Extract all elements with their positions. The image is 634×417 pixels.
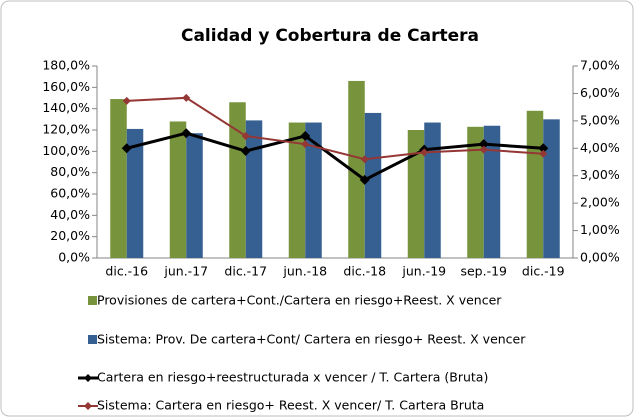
y2-tick-label: 1,00% xyxy=(580,222,620,237)
bar xyxy=(288,122,306,259)
line-marker xyxy=(241,131,250,140)
y-tick-label: 120,0% xyxy=(42,122,90,137)
legend-marker xyxy=(84,374,92,382)
y2-tick-label: 2,00% xyxy=(580,195,620,210)
x-tick-label: dic.-19 xyxy=(522,264,565,279)
bar xyxy=(126,128,144,258)
y2-tick-label: 5,00% xyxy=(580,112,620,127)
legend-swatch xyxy=(88,335,97,344)
legend-marker xyxy=(84,402,92,410)
y2-tick-label: 0,00% xyxy=(580,250,620,265)
line-marker xyxy=(479,145,488,154)
legend-label: Cartera en riesgo+reestructurada x vence… xyxy=(97,370,488,385)
y2-tick-label: 7,00% xyxy=(580,58,620,73)
bar xyxy=(348,80,365,258)
line-marker xyxy=(360,155,369,164)
line-marker xyxy=(300,130,311,141)
bar xyxy=(305,122,322,259)
line-marker xyxy=(538,143,549,154)
y-tick-label: 80,0% xyxy=(50,164,90,179)
bar xyxy=(364,112,382,258)
line-marker xyxy=(121,143,132,154)
x-tick-label: jun.-19 xyxy=(401,264,446,279)
line-marker xyxy=(181,128,192,139)
x-tick-label: dic.-17 xyxy=(224,264,267,279)
y-tick-label: 160,0% xyxy=(42,79,90,94)
line-marker xyxy=(240,146,251,157)
legend-swatch xyxy=(88,296,97,305)
bar xyxy=(229,102,246,259)
bar xyxy=(169,121,187,258)
y-tick-label: 180,0% xyxy=(42,58,90,73)
y2-tick-label: 4,00% xyxy=(580,140,620,155)
line-marker xyxy=(182,93,191,102)
x-tick-label: sep.-19 xyxy=(460,264,507,279)
chart-title: Calidad y Cobertura de Cartera xyxy=(181,26,479,46)
bar xyxy=(543,119,560,258)
line xyxy=(126,131,544,182)
line xyxy=(126,96,544,161)
legend-label: Sistema: Prov. De cartera+Cont/ Cartera … xyxy=(97,332,526,347)
line-marker xyxy=(359,174,370,185)
legend-label: Sistema: Cartera en riesgo+ Reest. X ven… xyxy=(97,398,484,413)
x-tick-label: jun.-18 xyxy=(282,264,327,279)
y2-tick-label: 3,00% xyxy=(580,167,620,182)
line-marker xyxy=(122,96,131,105)
y-tick-label: 40,0% xyxy=(50,207,90,222)
y-tick-label: 60,0% xyxy=(50,186,90,201)
line-marker xyxy=(301,140,310,149)
bar xyxy=(110,99,127,258)
line-marker xyxy=(420,148,429,157)
x-tick-label: jun.-17 xyxy=(163,264,208,279)
legend-label: Provisiones de cartera+Cont./Cartera en … xyxy=(97,293,502,308)
x-tick-label: dic.-16 xyxy=(105,264,148,279)
line-marker xyxy=(478,139,489,150)
y-tick-label: 100,0% xyxy=(42,143,90,158)
y-tick-label: 140,0% xyxy=(42,100,90,115)
bar xyxy=(407,130,425,258)
y2-tick-label: 6,00% xyxy=(580,85,620,100)
line-marker xyxy=(539,149,548,158)
bar xyxy=(424,122,441,259)
bar xyxy=(483,125,501,258)
x-tick-label: dic.-18 xyxy=(343,264,386,279)
bar xyxy=(245,120,263,259)
y-tick-label: 0,0% xyxy=(58,250,90,265)
bar xyxy=(467,126,484,258)
bar xyxy=(186,133,203,258)
y-tick-label: 20,0% xyxy=(50,228,90,243)
bar xyxy=(526,110,544,258)
